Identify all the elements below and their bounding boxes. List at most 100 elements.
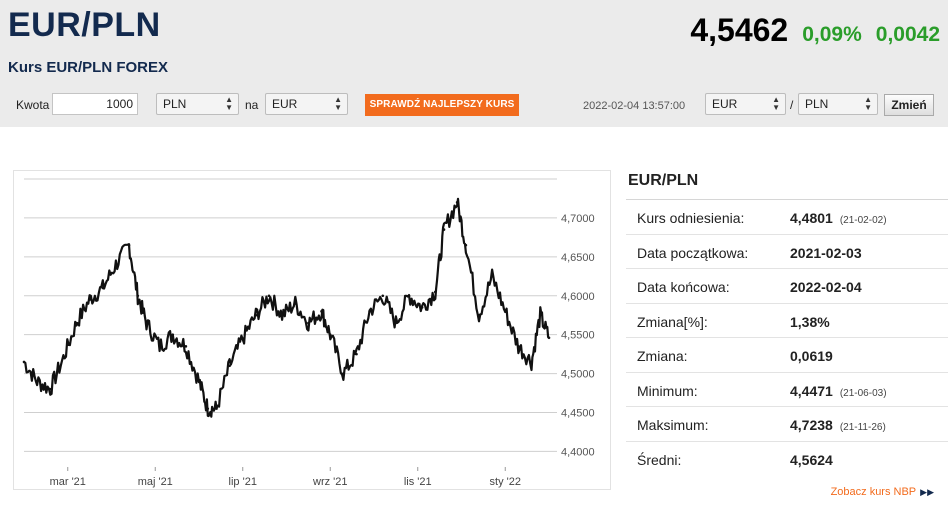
- data-point: [197, 380, 201, 383]
- stat-value-text: 4,4471: [790, 382, 833, 399]
- stat-date: (21-02-02): [839, 215, 887, 226]
- stat-label: Data początkowa:: [637, 244, 749, 261]
- x-tick-label: lip '21: [229, 476, 257, 488]
- header-bar: EUR/PLN Kurs EUR/PLN FOREX 4,5462 0,09% …: [0, 0, 948, 127]
- select-arrows-icon: ▲ ▼: [864, 95, 872, 112]
- data-point: [48, 387, 52, 391]
- chart-svg: 4,4000 4,4500 4,5000 4,5500 4,6000 4,6500 4,70…: [22, 178, 595, 488]
- stat-row-change: Zmiana: 0,0619: [626, 338, 948, 373]
- from-currency-value: PLN: [163, 97, 187, 111]
- stats-panel: EUR/PLN Kurs odniesienia: 4,4801 (21-02-0…: [626, 170, 948, 476]
- pair-to-value: PLN: [805, 97, 829, 111]
- select-arrows-icon: ▲ ▼: [334, 95, 342, 112]
- to-currency-select[interactable]: EUR ▲ ▼: [265, 93, 348, 115]
- x-tick-label: wrz '21: [312, 476, 348, 488]
- data-point: [215, 407, 218, 410]
- x-tick-label: lis '21: [404, 476, 432, 488]
- data-point: [136, 294, 140, 298]
- data-point: [420, 306, 424, 309]
- data-point: [127, 243, 131, 247]
- stat-row-reference-rate: Kurs odniesienia: 4,4801 (21-02-02): [626, 200, 948, 235]
- data-point: [62, 356, 65, 360]
- amount-label: Kwota: [16, 98, 50, 112]
- data-point: [171, 333, 175, 336]
- change-button[interactable]: Zmień: [884, 94, 934, 116]
- stat-value-text: 4,4801: [790, 210, 833, 226]
- y-tick-label: 4,4500: [561, 408, 595, 420]
- nbp-rate-link[interactable]: Zobacz kurs NBP ▶▶: [831, 486, 934, 498]
- stats-title: EUR/PLN: [626, 170, 948, 200]
- stats-rows: Kurs odniesienia: 4,4801 (21-02-02) Data …: [626, 200, 948, 476]
- na-label: na: [245, 98, 259, 112]
- y-tick-label: 4,5500: [561, 330, 595, 342]
- data-point: [35, 380, 39, 383]
- pair-subtitle: Kurs EUR/PLN FOREX: [8, 59, 169, 76]
- pair-separator: /: [790, 98, 794, 112]
- stat-value-text: 4,7238: [790, 417, 833, 433]
- pair-title: EUR/PLN: [8, 6, 161, 44]
- amount-input[interactable]: [52, 93, 138, 115]
- stat-label: Zmiana:: [637, 348, 688, 364]
- data-point: [293, 302, 297, 305]
- best-rate-button[interactable]: SPRAWDŹ NAJLEPSZY KURS: [365, 94, 519, 116]
- stat-date: (21-06-03): [839, 387, 887, 399]
- data-point: [477, 313, 481, 317]
- y-tick-label: 4,6500: [561, 252, 595, 264]
- data-point: [342, 372, 345, 375]
- data-point: [320, 310, 323, 313]
- data-point: [254, 313, 258, 317]
- stat-label: Data końcowa:: [637, 279, 730, 295]
- data-point: [490, 274, 494, 278]
- data-point: [464, 243, 468, 247]
- stat-value: 2022-02-04: [790, 279, 862, 295]
- y-tick-label: 4,5000: [561, 369, 595, 381]
- y-tick-label: 4,7000: [561, 213, 595, 225]
- data-point: [280, 313, 284, 317]
- stat-value: 4,7238 (21-11-26): [790, 417, 886, 433]
- timestamp: 2022-02-04 13:57:00: [583, 100, 686, 112]
- to-currency-value: EUR: [272, 97, 298, 111]
- stat-row-end-date: Data końcowa: 2022-02-04: [626, 269, 948, 304]
- stat-row-start-date: Data początkowa: 2021-02-03: [626, 235, 948, 269]
- x-tick-label: mar '21: [50, 476, 86, 488]
- x-tick-label: sty '22: [490, 476, 521, 488]
- stat-value: 4,5624: [790, 451, 833, 468]
- data-point: [88, 298, 91, 301]
- series-line: [23, 197, 550, 418]
- stat-label: Maksimum:: [637, 417, 709, 433]
- converter-toolbar: Kwota PLN ▲▼ na EUR ▲▼ SPRAWDŹ NAJLEPSZY…: [0, 90, 948, 122]
- price-chart[interactable]: 4,4000 4,4500 4,5000 4,5500 4,6000 4,6500 4,70…: [13, 170, 611, 490]
- nbp-link-text: Zobacz kurs NBP: [830, 486, 917, 498]
- data-point: [407, 294, 411, 298]
- quote-change-percent: 0,09%: [802, 23, 862, 46]
- data-point: [547, 336, 551, 340]
- stat-label: Kurs odniesienia:: [637, 210, 745, 226]
- stat-label: Zmiana[%]:: [637, 313, 708, 330]
- stat-row-maximum: Maksimum: 4,7238 (21-11-26): [626, 407, 948, 442]
- data-point: [368, 310, 371, 313]
- data-point: [22, 360, 26, 364]
- data-point: [394, 321, 398, 325]
- stat-value: 1,38%: [790, 313, 830, 330]
- stat-value: 4,4471 (21-06-03): [790, 383, 887, 399]
- stat-label: Minimum:: [637, 382, 698, 399]
- quote: 4,5462 0,09% 0,0042: [690, 12, 940, 49]
- stat-date: (21-11-26): [839, 422, 886, 433]
- pair-from-select[interactable]: EUR ▲ ▼: [705, 93, 786, 115]
- data-point: [442, 228, 446, 231]
- data-point: [158, 345, 161, 348]
- stat-label: Średni:: [637, 451, 682, 468]
- stat-value: 0,0619: [790, 348, 833, 364]
- data-point: [145, 321, 148, 325]
- select-arrows-icon: ▲ ▼: [225, 95, 233, 112]
- pair-from-value: EUR: [712, 97, 738, 111]
- data-point: [241, 337, 245, 340]
- data-point: [75, 321, 78, 325]
- from-currency-select[interactable]: PLN ▲ ▼: [156, 93, 239, 115]
- data-point: [530, 360, 533, 364]
- data-point: [267, 294, 271, 298]
- pair-to-select[interactable]: PLN ▲ ▼: [798, 93, 878, 115]
- quote-price: 4,5462: [690, 12, 789, 48]
- data-point: [114, 263, 118, 266]
- data-point: [503, 310, 507, 313]
